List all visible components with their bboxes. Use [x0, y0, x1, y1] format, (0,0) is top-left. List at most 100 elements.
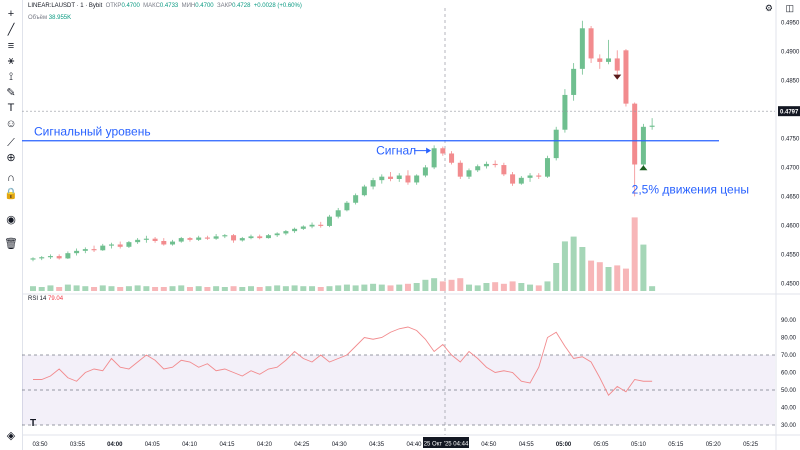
candle-body[interactable] — [649, 125, 655, 127]
candle-body[interactable] — [536, 175, 542, 177]
candle-body[interactable] — [161, 240, 167, 245]
candle-body[interactable] — [361, 186, 367, 196]
brush-icon[interactable]: ✎ — [6, 87, 16, 99]
price-tick-label: 0.4550 — [781, 252, 800, 258]
pattern-icon[interactable]: ⟟ — [8, 71, 14, 83]
candle-body[interactable] — [309, 224, 315, 227]
candle-body[interactable] — [588, 28, 594, 59]
trendline-icon[interactable]: ╱ — [7, 24, 15, 36]
candle-body[interactable] — [300, 226, 306, 229]
candle-body[interactable] — [213, 236, 219, 239]
candle-body[interactable] — [544, 158, 550, 177]
candle-body[interactable] — [475, 166, 481, 171]
candle-body[interactable] — [388, 176, 394, 179]
candle-body[interactable] — [47, 256, 53, 258]
candle-body[interactable] — [143, 238, 149, 240]
candle-body[interactable] — [65, 253, 71, 259]
candle-body[interactable] — [152, 238, 158, 241]
candle-body[interactable] — [449, 153, 455, 163]
magnet-icon[interactable]: ∩ — [7, 172, 15, 184]
symbol-title[interactable]: LINEAR:LAUSDT · 1 · Bybit — [28, 3, 103, 9]
candle-body[interactable] — [318, 224, 324, 226]
candle-body[interactable] — [326, 216, 332, 226]
candle-body[interactable] — [597, 58, 603, 62]
candle-body[interactable] — [108, 244, 114, 246]
candle-body[interactable] — [483, 163, 489, 167]
candle-body[interactable] — [265, 235, 271, 239]
candle-body[interactable] — [196, 237, 202, 240]
lock-icon[interactable]: 🔒 — [4, 188, 18, 200]
candle-body[interactable] — [579, 28, 585, 69]
candle-body[interactable] — [379, 176, 385, 181]
crosshair-icon[interactable]: + — [7, 8, 15, 20]
rsi-tick-label: 90.00 — [781, 318, 797, 324]
candle-body[interactable] — [274, 233, 280, 236]
candle-body[interactable] — [510, 174, 516, 184]
volume-bar — [439, 281, 446, 291]
candle-body[interactable] — [257, 236, 263, 239]
settings-icon[interactable]: ⚙ — [764, 3, 773, 13]
candle-body[interactable] — [344, 202, 350, 211]
candle-body[interactable] — [492, 163, 498, 166]
candle-body[interactable] — [440, 148, 446, 154]
candle-body[interactable] — [187, 238, 193, 240]
eye-icon[interactable]: ◉ — [6, 214, 16, 226]
candle-body[interactable] — [231, 235, 237, 241]
candle-body[interactable] — [414, 175, 420, 183]
rsi-legend[interactable]: RSI 14 79.04 — [28, 296, 63, 302]
candle-body[interactable] — [431, 148, 437, 168]
candle-body[interactable] — [178, 238, 184, 242]
candle-body[interactable] — [632, 103, 638, 165]
ruler-icon[interactable]: ⟋ — [7, 137, 15, 149]
candle-body[interactable] — [527, 175, 533, 178]
candle-body[interactable] — [640, 126, 646, 165]
candle-body[interactable] — [562, 94, 568, 130]
candle-body[interactable] — [370, 180, 376, 187]
trash-icon[interactable]: 🗑 — [4, 238, 18, 250]
candle-body[interactable] — [100, 245, 106, 251]
candle-body[interactable] — [571, 68, 577, 95]
candle-body[interactable] — [623, 50, 629, 104]
high-label: МАКС — [143, 3, 160, 9]
candle-body[interactable] — [117, 244, 123, 247]
tradingview-logo-icon[interactable]: T — [30, 418, 37, 429]
emoji-icon[interactable]: ☺ — [5, 118, 17, 130]
time-tick-label: 03:50 — [32, 442, 48, 448]
candle-body[interactable] — [204, 237, 210, 239]
candle-body[interactable] — [39, 257, 45, 259]
camera-icon[interactable]: ◫ — [785, 3, 794, 13]
candle-body[interactable] — [170, 241, 176, 245]
zoom-icon[interactable]: ⊕ — [6, 152, 16, 164]
candle-body[interactable] — [91, 249, 97, 251]
candle-body[interactable] — [222, 235, 228, 237]
candle-body[interactable] — [553, 129, 559, 159]
hlines-icon[interactable]: ≡ — [7, 40, 15, 52]
candle-body[interactable] — [466, 170, 472, 177]
candle-body[interactable] — [30, 258, 36, 260]
candle-body[interactable] — [74, 250, 80, 254]
candle-body[interactable] — [457, 162, 463, 177]
candle-body[interactable] — [353, 195, 359, 203]
candle-body[interactable] — [606, 58, 612, 62]
candle-body[interactable] — [405, 175, 411, 183]
candle-body[interactable] — [518, 177, 524, 184]
candle-body[interactable] — [422, 167, 428, 176]
candle-body[interactable] — [614, 58, 620, 71]
candle-body[interactable] — [396, 175, 402, 179]
candle-body[interactable] — [248, 236, 254, 239]
candle-body[interactable] — [126, 242, 132, 247]
fib-icon[interactable]: ⚹ — [7, 55, 15, 67]
layers-icon[interactable]: ◈ — [6, 430, 16, 442]
candle-body[interactable] — [292, 228, 298, 232]
chart-canvas[interactable]: 0.49500.49000.48500.48000.47500.47000.46… — [22, 0, 800, 450]
candle-body[interactable] — [135, 239, 141, 243]
candle-body[interactable] — [501, 165, 507, 175]
candle-body[interactable] — [56, 256, 62, 259]
candle-body[interactable] — [335, 210, 341, 217]
text-icon[interactable]: T — [7, 102, 15, 114]
volume-bar — [30, 286, 36, 291]
volume-legend[interactable]: Объём 38.955K — [28, 15, 71, 21]
candle-body[interactable] — [239, 238, 245, 241]
candle-body[interactable] — [283, 231, 289, 234]
candle-body[interactable] — [82, 249, 88, 251]
